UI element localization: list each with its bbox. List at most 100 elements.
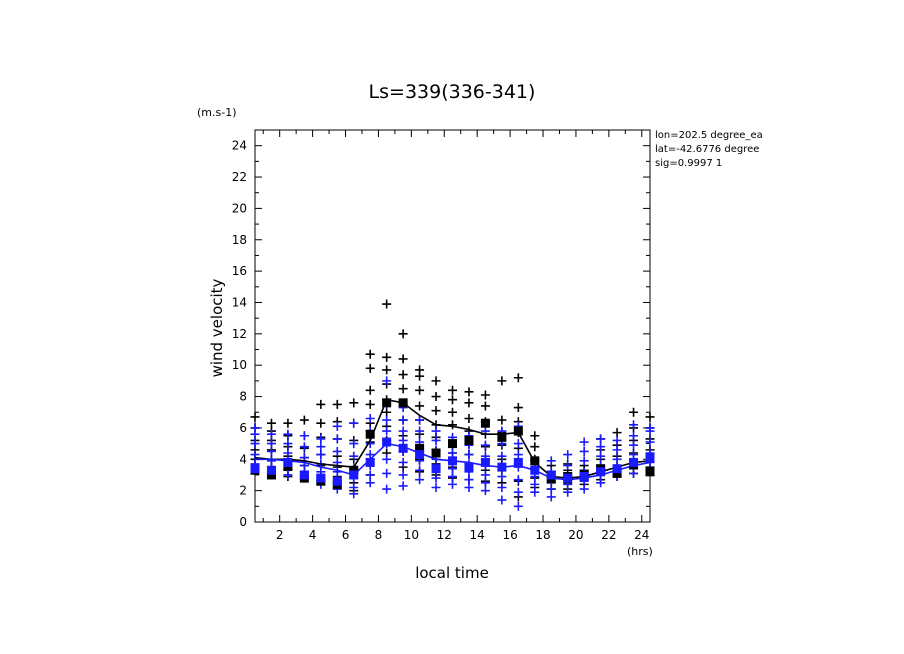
blue-mean-marker	[645, 453, 655, 463]
blue-point	[579, 437, 589, 447]
blue-point	[365, 414, 375, 424]
black-mean-marker	[448, 439, 457, 449]
blue-point	[513, 439, 523, 449]
x-tick-label: 16	[502, 528, 517, 542]
black-mean-marker	[398, 398, 408, 408]
blue-point	[563, 461, 573, 471]
blue-mean-marker	[316, 473, 326, 483]
blue-point	[431, 473, 441, 483]
blue-point	[250, 423, 260, 433]
black-mean-marker	[382, 398, 392, 408]
blue-point	[546, 484, 556, 494]
blue-point	[332, 434, 342, 444]
black-point	[365, 349, 375, 359]
blue-point	[579, 456, 589, 466]
black-point	[431, 392, 441, 402]
blue-point	[349, 483, 359, 493]
blue-point	[365, 450, 375, 460]
blue-point	[266, 439, 276, 449]
blue-point	[398, 481, 408, 491]
x-tick-label: 6	[342, 528, 350, 542]
x-tick-label: 20	[568, 528, 583, 542]
x-unit-label: (hrs)	[627, 545, 653, 558]
blue-point	[645, 437, 655, 447]
blue-point	[415, 475, 425, 485]
blue-point	[546, 456, 556, 466]
black-mean-marker	[645, 467, 655, 477]
x-tick-label: 10	[404, 528, 419, 542]
black-point	[332, 399, 342, 409]
blue-mean-marker	[250, 464, 260, 474]
blue-mean-marker	[382, 437, 392, 447]
blue-point	[513, 450, 523, 460]
black-point	[645, 412, 655, 422]
blue-point	[332, 446, 342, 456]
blue-point	[398, 457, 408, 467]
black-point	[448, 407, 457, 417]
black-point	[398, 384, 408, 394]
blue-point	[579, 484, 589, 494]
blue-point	[629, 468, 639, 478]
blue-point	[382, 454, 392, 464]
black-point	[480, 401, 490, 411]
black-point	[448, 395, 457, 405]
black-mean-marker	[415, 443, 425, 453]
black-point	[398, 329, 408, 339]
blue-point	[612, 454, 622, 464]
blue-point	[480, 478, 490, 488]
blue-point	[382, 376, 392, 386]
black-point	[398, 354, 408, 364]
black-point	[415, 385, 425, 395]
blue-point	[497, 451, 507, 461]
blue-point	[530, 487, 540, 497]
black-mean-marker	[497, 432, 507, 442]
black-point	[497, 376, 507, 386]
black-point	[612, 428, 622, 438]
blue-point	[283, 448, 293, 458]
blue-point	[645, 423, 655, 433]
blue-point	[530, 479, 540, 489]
y-unit-label: (m.s-1)	[197, 106, 237, 119]
plot-area: 2 4 6 8 10 12 14 16 18 20 22 2402468101214161820222…	[232, 129, 655, 542]
x-tick-label: 4	[309, 528, 317, 542]
black-point	[349, 398, 359, 408]
blue-point	[497, 495, 507, 505]
y-tick-label: 10	[232, 358, 247, 372]
black-point	[448, 420, 457, 430]
plot-frame	[254, 129, 651, 523]
blue-mean-marker	[579, 472, 589, 482]
blue-point	[316, 450, 326, 460]
blue-point	[464, 475, 474, 485]
blue-point	[316, 442, 326, 452]
y-tick-label: 22	[232, 170, 247, 184]
black-point	[530, 431, 540, 441]
blue-point	[398, 426, 408, 436]
y-tick-label: 14	[232, 295, 247, 309]
blue-point	[266, 456, 276, 466]
black-point	[316, 418, 326, 428]
blue-mean-marker	[629, 457, 639, 467]
blue-point	[629, 420, 639, 430]
blue-point	[480, 486, 490, 496]
blue-point	[448, 472, 457, 482]
blue-mean-marker	[497, 462, 507, 472]
blue-mean-marker	[266, 465, 276, 475]
black-point	[464, 398, 474, 408]
black-mean-marker	[349, 465, 359, 475]
black-point	[266, 418, 276, 428]
blue-mean-marker	[596, 467, 606, 477]
x-tick-label: 18	[535, 528, 550, 542]
black-point	[382, 299, 392, 309]
black-point	[513, 373, 523, 383]
blue-point	[398, 435, 408, 445]
blue-point	[596, 478, 606, 488]
x-tick-label: 2	[276, 528, 284, 542]
blue-mean-marker	[431, 464, 441, 474]
blue-mean-marker	[398, 443, 408, 453]
blue-point	[365, 478, 375, 488]
blue-point	[596, 434, 606, 444]
black-mean-marker	[365, 429, 375, 439]
blue-point	[415, 415, 425, 425]
black-mean-marker	[530, 456, 540, 466]
